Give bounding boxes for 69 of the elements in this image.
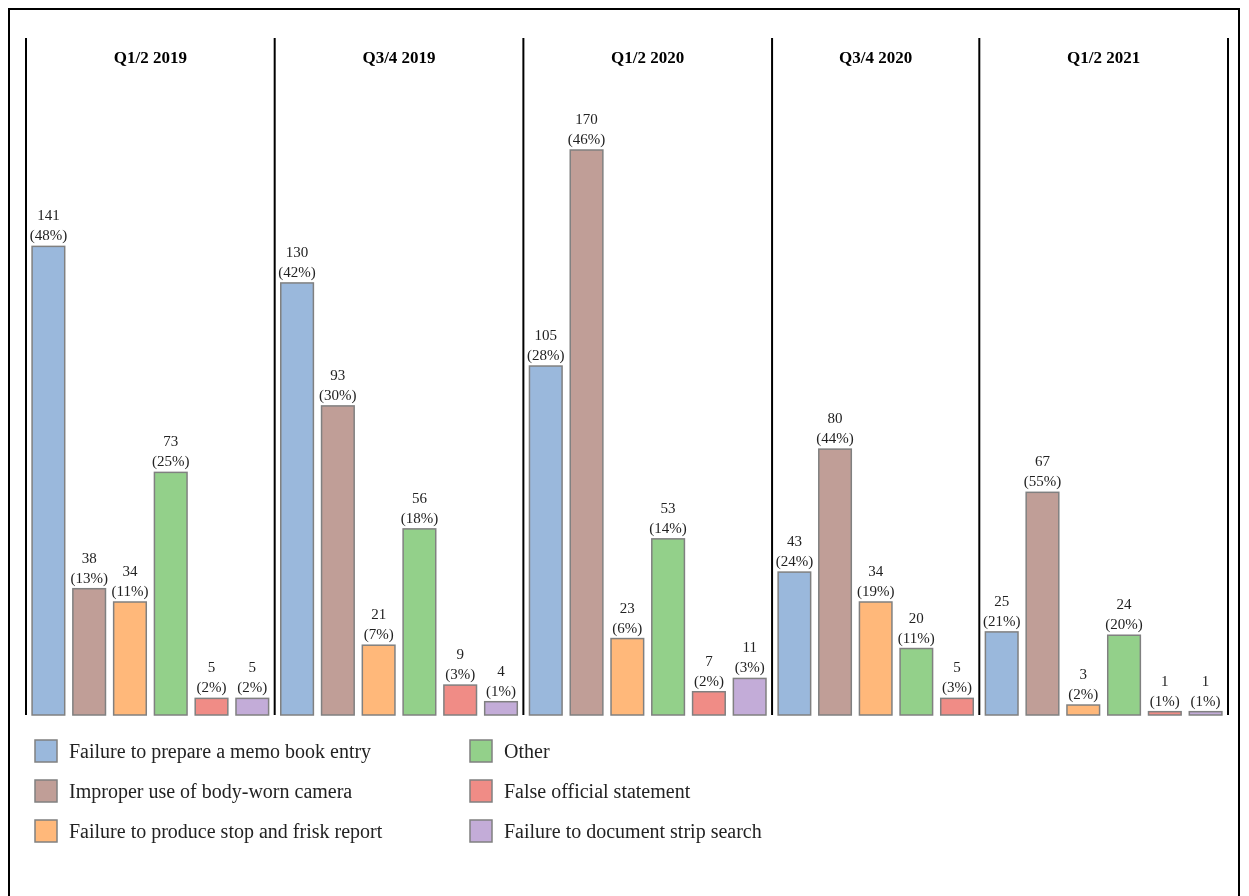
bar	[858, 601, 893, 716]
data-label: 67 (55%)	[1023, 453, 1062, 491]
bar	[1066, 704, 1101, 716]
bar	[235, 697, 270, 716]
legend-label: False official statement	[504, 780, 691, 802]
data-label: 80 (44%)	[816, 410, 854, 448]
bar	[1025, 491, 1060, 716]
data-label: 1 (1%)	[1149, 672, 1180, 710]
data-label: 11 (3%)	[734, 639, 765, 677]
data-label: 25 (21%)	[982, 592, 1021, 630]
chart-title: Q3/4 2019	[362, 48, 436, 67]
bar	[528, 365, 563, 716]
chart-title: Q1/2 2020	[611, 48, 685, 67]
bar	[320, 405, 355, 716]
data-label: 93 (30%)	[319, 366, 357, 404]
data-label: 53 (14%)	[649, 499, 687, 537]
bar	[984, 631, 1019, 716]
bar	[72, 587, 107, 716]
bar	[361, 644, 396, 716]
data-label: 4 (1%)	[485, 662, 516, 700]
bar	[402, 528, 437, 716]
bar	[691, 690, 726, 716]
data-label: 1 (1%)	[1190, 672, 1221, 710]
data-label: 24 (20%)	[1105, 596, 1143, 634]
bar	[610, 637, 645, 716]
bar	[899, 647, 934, 716]
legend-label: Failure to document strip search	[504, 820, 762, 843]
data-label: 5 (2%)	[237, 659, 268, 697]
data-label: 56 (18%)	[400, 489, 439, 527]
data-label: 9 (3%)	[445, 646, 476, 684]
data-label: 21 (7%)	[363, 606, 394, 644]
legend-label: Improper use of body-worn camera	[69, 780, 353, 803]
data-label: 5 (3%)	[941, 659, 972, 697]
chart-title: Q3/4 2020	[839, 48, 913, 67]
data-label: 34 (19%)	[856, 563, 895, 600]
bar	[1188, 710, 1223, 716]
bar	[31, 245, 66, 716]
bar	[153, 471, 188, 716]
data-label: 34 (11%)	[111, 563, 149, 600]
bar	[569, 149, 604, 716]
chart-title: Q1/2 2019	[113, 48, 187, 67]
data-label: 73 (25%)	[151, 433, 190, 471]
data-label: 23 (6%)	[612, 599, 643, 637]
data-label: 43 (24%)	[775, 533, 814, 571]
chart-title: Q1/2 2021	[1067, 48, 1141, 67]
bar	[112, 601, 148, 716]
data-label: 5 (2%)	[196, 659, 227, 697]
data-label: 105 (28%)	[527, 327, 565, 365]
legend-label: Failure to produce stop and frisk report	[69, 820, 383, 843]
bar	[443, 684, 478, 716]
bar	[194, 697, 229, 716]
data-label: 170 (46%)	[567, 111, 606, 148]
data-label: 20 (11%)	[897, 609, 935, 647]
data-label: 141 (48%)	[29, 207, 68, 245]
bar	[777, 571, 812, 716]
bar	[483, 700, 519, 716]
bar	[1106, 634, 1142, 716]
bar	[651, 538, 686, 716]
bar	[1147, 710, 1182, 716]
bar	[732, 677, 767, 716]
data-label: 130 (42%)	[278, 243, 316, 281]
data-label: 38 (13%)	[70, 549, 108, 587]
bar	[939, 697, 974, 716]
bar	[818, 448, 853, 716]
data-label: 7 (2%)	[693, 652, 724, 690]
data-label: 3 (2%)	[1068, 666, 1099, 704]
legend-label: Other	[504, 740, 550, 762]
legend-label: Failure to prepare a memo book entry	[69, 740, 372, 763]
bar	[280, 282, 315, 716]
